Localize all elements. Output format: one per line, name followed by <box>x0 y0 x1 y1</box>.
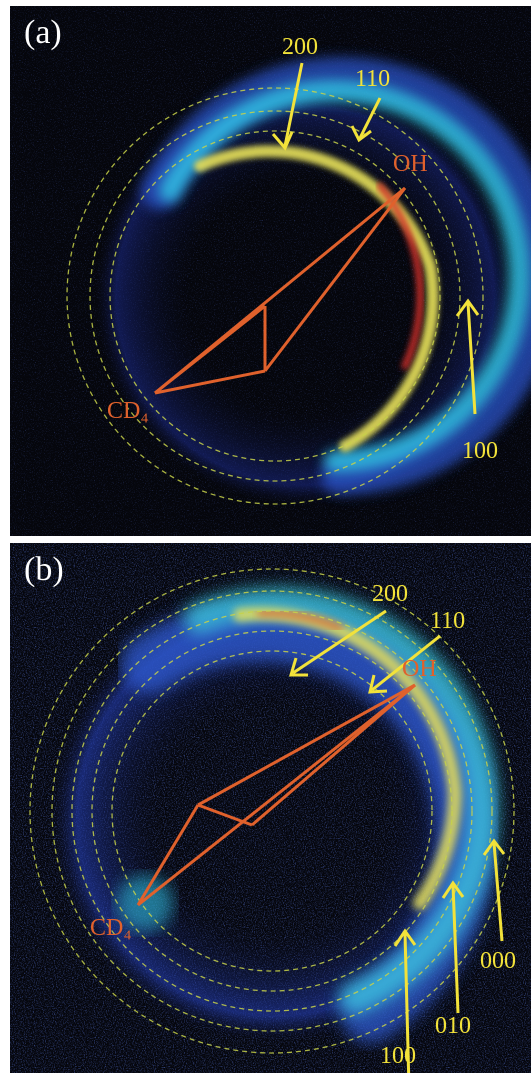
panel-label-b: (b) <box>24 551 64 588</box>
state-arrows-b <box>288 609 506 1073</box>
panel-b: (b) 200 110 000 010 100 OH CD₄ <box>10 543 531 1073</box>
dashed-energy-rings-b <box>29 568 515 1054</box>
ring-band-outer-a <box>141 57 531 496</box>
ring-hotspot-a <box>376 182 424 370</box>
panel-a: (a) 200 110 100 OH CD₄ <box>10 6 531 536</box>
ion-image-a <box>10 6 531 536</box>
state-arrows-a <box>271 62 480 415</box>
dashed-energy-rings-a <box>66 87 484 505</box>
panel-label-a: (a) <box>24 14 62 51</box>
molecule-geometry-a <box>154 186 407 395</box>
ion-image-b <box>10 543 531 1073</box>
panel-separator <box>0 536 531 543</box>
molecule-geometry-b <box>136 683 416 907</box>
